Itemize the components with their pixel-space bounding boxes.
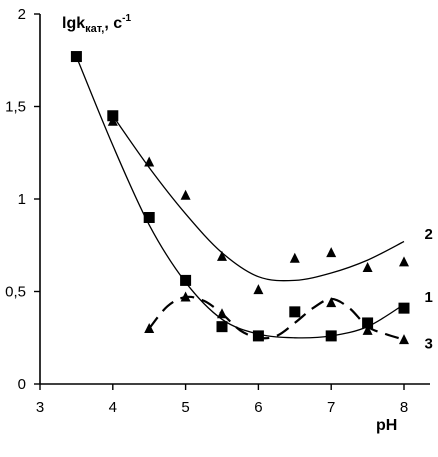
- series-1-curve: [75, 56, 405, 339]
- ticks: 3 4 5 6 7 8 0 0,5 1 1,5 2: [5, 6, 408, 416]
- series-3-label: 3: [424, 335, 432, 352]
- series-2-point: [144, 156, 155, 167]
- x-tick-label: 5: [181, 399, 189, 416]
- series-2-point: [399, 256, 409, 267]
- x-tick-label: 7: [327, 399, 335, 416]
- series-1-point: [107, 110, 119, 122]
- y-axis-title: lgkкат,, с-1: [62, 13, 132, 35]
- series-1-point: [70, 51, 82, 63]
- series-1-label: 1: [424, 289, 432, 306]
- series-2-point: [253, 284, 264, 295]
- x-tick-label: 8: [400, 399, 408, 416]
- y-axis-title-sub: кат,: [85, 23, 104, 35]
- y-tick-label: 1: [18, 191, 26, 208]
- series-2-point: [107, 115, 118, 126]
- series-2-point: [180, 189, 191, 200]
- series-2-point: [326, 247, 337, 258]
- y-axis-title-sup: -1: [122, 13, 131, 24]
- x-axis-title: pH: [376, 417, 397, 434]
- y-axis-title-suffix: , с: [104, 15, 122, 32]
- labels: 1 2 3: [424, 226, 432, 352]
- series-1-point: [398, 302, 410, 314]
- series-3-curve: [148, 295, 405, 341]
- series-1-point: [362, 317, 374, 329]
- y-axis-title-main: lgk: [62, 15, 85, 32]
- series-3-point: [253, 330, 264, 341]
- series-1-point: [180, 274, 192, 286]
- x-tick-label: 6: [254, 399, 262, 416]
- series-3-point: [326, 297, 337, 308]
- series-2-point: [289, 252, 300, 263]
- series-3-point: [362, 324, 373, 335]
- series-3-point: [399, 334, 409, 345]
- series-1-point: [216, 321, 228, 333]
- y-tick-label: 0: [18, 376, 26, 393]
- series-1-point: [289, 306, 301, 318]
- markers: [70, 51, 410, 345]
- series-3-point: [144, 323, 155, 333]
- series-2-point: [217, 250, 227, 261]
- series-2-curve: [112, 115, 405, 282]
- series-1-point: [325, 330, 337, 342]
- y-tick-label: 1,5: [5, 99, 26, 116]
- y-tick-label: 0,5: [5, 284, 26, 301]
- series-2-label: 2: [424, 226, 432, 243]
- series-2-point: [362, 261, 373, 272]
- x-tick-label: 4: [109, 399, 117, 416]
- x-tick-label: 3: [36, 399, 44, 416]
- curves: [75, 56, 405, 341]
- series-3-point: [180, 291, 191, 302]
- y-tick-label: 2: [18, 6, 26, 23]
- series-1-point: [143, 212, 155, 223]
- series-3-point: [217, 308, 227, 319]
